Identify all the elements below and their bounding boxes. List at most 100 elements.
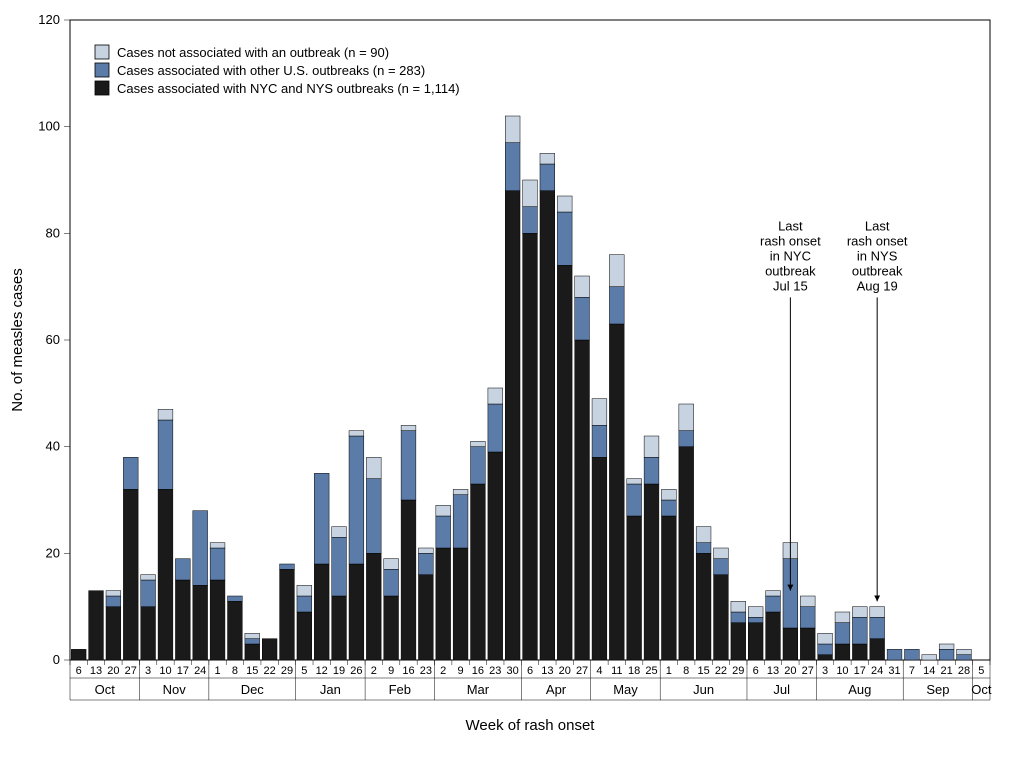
bar-segment bbox=[453, 495, 468, 548]
x-week-label: 3 bbox=[822, 665, 828, 677]
annotation-text: rash onset bbox=[847, 233, 908, 248]
bar-segment bbox=[471, 484, 486, 660]
x-week-label: 8 bbox=[232, 665, 238, 677]
bar-segment bbox=[818, 644, 833, 655]
bar-segment bbox=[800, 596, 815, 607]
x-week-label: 24 bbox=[871, 665, 883, 677]
bar-segment bbox=[488, 404, 503, 452]
bar-segment bbox=[592, 457, 607, 660]
bar-segment bbox=[436, 548, 451, 660]
x-week-label: 16 bbox=[402, 665, 414, 677]
x-week-label: 3 bbox=[145, 665, 151, 677]
x-month-label: Feb bbox=[389, 682, 411, 697]
y-tick-label: 60 bbox=[46, 332, 60, 347]
x-week-label: 30 bbox=[507, 665, 519, 677]
annotation-text: Last bbox=[865, 218, 890, 233]
bar-segment bbox=[366, 553, 381, 660]
annotation-text: in NYS bbox=[857, 248, 898, 263]
bar-segment bbox=[748, 623, 763, 660]
y-axis-title: No. of measles cases bbox=[9, 268, 26, 411]
bar-segment bbox=[228, 596, 243, 601]
bar-segment bbox=[783, 628, 798, 660]
bar-segment bbox=[436, 516, 451, 548]
bar-segment bbox=[557, 196, 572, 212]
bar-segment bbox=[939, 644, 954, 649]
bar-segment bbox=[887, 649, 902, 660]
bar-segment bbox=[609, 324, 624, 660]
x-week-label: 20 bbox=[107, 665, 119, 677]
bar-segment bbox=[870, 607, 885, 618]
x-week-label: 16 bbox=[472, 665, 484, 677]
bar-segment bbox=[297, 612, 312, 660]
bar-segment bbox=[314, 564, 329, 660]
bar-segment bbox=[297, 585, 312, 596]
bar-segment bbox=[297, 596, 312, 612]
bar-segment bbox=[71, 649, 86, 660]
bar-segment bbox=[366, 457, 381, 478]
bar-segment bbox=[835, 644, 850, 660]
x-week-label: 15 bbox=[246, 665, 258, 677]
bar-segment bbox=[696, 543, 711, 554]
bar-segment bbox=[314, 473, 329, 564]
bar-segment bbox=[262, 639, 277, 660]
x-week-label: 13 bbox=[541, 665, 553, 677]
x-week-label: 14 bbox=[923, 665, 935, 677]
bar-segment bbox=[957, 655, 972, 660]
y-tick-label: 80 bbox=[46, 225, 60, 240]
x-week-label: 7 bbox=[909, 665, 915, 677]
x-month-label: Mar bbox=[467, 682, 490, 697]
bar-segment bbox=[523, 180, 538, 207]
x-week-label: 5 bbox=[978, 665, 984, 677]
bar-segment bbox=[835, 623, 850, 644]
x-week-label: 29 bbox=[281, 665, 293, 677]
bar-segment bbox=[471, 447, 486, 484]
x-week-label: 20 bbox=[784, 665, 796, 677]
bar-segment bbox=[939, 649, 954, 660]
x-month-label: Aug bbox=[848, 682, 871, 697]
bar-segment bbox=[418, 553, 433, 574]
bar-segment bbox=[332, 596, 347, 660]
bar-segment bbox=[349, 436, 364, 564]
x-week-label: 23 bbox=[489, 665, 501, 677]
bar-segment bbox=[401, 431, 416, 500]
x-week-label: 26 bbox=[350, 665, 362, 677]
x-week-label: 21 bbox=[940, 665, 952, 677]
bar-segment bbox=[696, 527, 711, 543]
bar-segment bbox=[540, 191, 555, 660]
bar-segment bbox=[766, 591, 781, 596]
x-week-label: 17 bbox=[177, 665, 189, 677]
bar-segment bbox=[870, 617, 885, 638]
bar-segment bbox=[731, 601, 746, 612]
x-week-label: 6 bbox=[76, 665, 82, 677]
bar-segment bbox=[592, 399, 607, 426]
x-week-label: 25 bbox=[645, 665, 657, 677]
bar-segment bbox=[384, 569, 399, 596]
x-week-label: 23 bbox=[420, 665, 432, 677]
legend-swatch bbox=[95, 45, 109, 59]
x-week-label: 2 bbox=[371, 665, 377, 677]
y-tick-label: 40 bbox=[46, 439, 60, 454]
y-tick-label: 0 bbox=[53, 652, 60, 667]
bar-segment bbox=[818, 633, 833, 644]
x-week-label: 6 bbox=[527, 665, 533, 677]
x-week-label: 28 bbox=[958, 665, 970, 677]
bar-segment bbox=[852, 644, 867, 660]
bar-segment bbox=[366, 479, 381, 554]
x-week-label: 18 bbox=[628, 665, 640, 677]
bar-segment bbox=[731, 623, 746, 660]
bar-segment bbox=[870, 639, 885, 660]
bar-segment bbox=[384, 559, 399, 570]
bar-segment bbox=[349, 431, 364, 436]
bar-segment bbox=[661, 500, 676, 516]
bar-segment bbox=[852, 607, 867, 618]
x-week-label: 24 bbox=[194, 665, 206, 677]
measles-chart: 020406080100120No. of measles cases61320… bbox=[0, 0, 1020, 772]
annotation-text: in NYC bbox=[770, 248, 811, 263]
x-week-label: 5 bbox=[301, 665, 307, 677]
bar-segment bbox=[418, 548, 433, 553]
y-tick-label: 120 bbox=[38, 12, 60, 27]
bar-segment bbox=[141, 575, 156, 580]
bar-segment bbox=[523, 207, 538, 234]
x-week-label: 4 bbox=[596, 665, 602, 677]
bar-segment bbox=[800, 607, 815, 628]
